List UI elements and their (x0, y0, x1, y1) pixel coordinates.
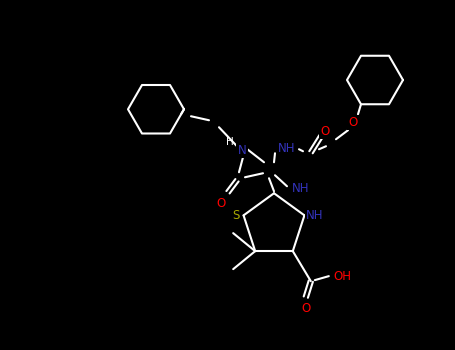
Text: O: O (217, 197, 226, 210)
Text: N: N (238, 144, 246, 157)
Text: OH: OH (334, 270, 352, 283)
Text: S: S (232, 209, 239, 222)
Text: NH: NH (306, 209, 323, 222)
Text: NH: NH (278, 142, 296, 155)
Text: O: O (349, 116, 358, 129)
Text: O: O (320, 125, 329, 138)
Text: H: H (226, 137, 234, 147)
Text: O: O (301, 302, 310, 315)
Text: NH: NH (292, 182, 310, 195)
